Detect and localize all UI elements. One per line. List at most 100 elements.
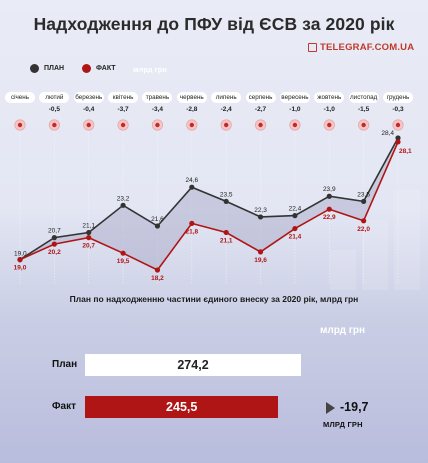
month-marker-icon: [258, 122, 263, 128]
line-chart: 19,0 20,7 21,1 23,2 21,6 24,6 23,5 22,3 22,4 23,9…: [13, 119, 413, 282]
plan-value-label: 22,3: [254, 207, 267, 214]
background-decoration: [362, 220, 388, 290]
brand-text: TELEGRAF.COM.UA: [320, 42, 415, 53]
fact-point: [223, 229, 229, 236]
fact-value-label: 20,2: [48, 249, 61, 256]
plan-bar-value: 274,2: [177, 358, 209, 372]
month-marker-icon: [17, 122, 23, 128]
fact-point: [120, 250, 126, 256]
fact-value-label: 21,8: [185, 228, 198, 235]
fact-point: [395, 139, 401, 145]
brand-icon: [308, 43, 317, 52]
difference-label: -3,4: [151, 106, 164, 113]
month-label: жовтень: [314, 92, 345, 103]
fact-value-label: 22,0: [357, 226, 370, 233]
month-label: січень: [5, 92, 35, 103]
plan-value-label: 19,0: [14, 251, 27, 258]
brand-logo[interactable]: TELEGRAF.COM.UA: [308, 40, 416, 56]
background-decoration: [330, 250, 356, 290]
fact-point: [86, 235, 92, 241]
legend-fact-label: ФАКТ: [96, 65, 116, 72]
month-marker-icon: [223, 122, 229, 128]
plan-point: [326, 193, 332, 199]
difference-label: -2,4: [220, 106, 232, 113]
fact-value-label: 21,4: [289, 234, 302, 241]
plan-point: [292, 213, 298, 219]
plan-row-label: План: [52, 359, 78, 370]
difference-label: -2,8: [186, 106, 198, 113]
summary-subtitle: План по надходженню частини єдиного внес…: [69, 294, 359, 304]
fact-point: [154, 267, 161, 273]
fact-point: [361, 218, 367, 224]
fact-row-label: Факт: [52, 401, 76, 412]
month-label: листопад: [348, 92, 379, 103]
difference-label: -3,7: [117, 106, 129, 113]
plan-point: [86, 229, 92, 236]
unit-label: млрд грн: [133, 65, 167, 74]
month-marker-icon: [120, 122, 126, 128]
month-marker-icon: [189, 122, 195, 128]
fact-line: [19, 141, 399, 272]
fact-value-label: 22,9: [323, 214, 336, 221]
month-label: березень: [73, 92, 104, 103]
plan-value-label: 23,2: [117, 195, 130, 202]
fact-value-label: 28,1: [399, 148, 412, 155]
month-label: лютий: [39, 92, 70, 103]
plan-value-label: 23,9: [323, 186, 336, 193]
fact-point: [189, 220, 195, 227]
month-label: липень: [211, 92, 242, 103]
difference-label: -0,3: [392, 106, 404, 113]
difference-value: -19,7: [340, 400, 369, 414]
plan-point: [395, 135, 401, 141]
difference-label: -2,7: [254, 106, 267, 113]
month-label: червень: [176, 92, 207, 103]
fact-value-label: 20,7: [82, 243, 95, 250]
fact-point: [292, 225, 298, 232]
fact-value-label: 18,2: [151, 275, 164, 282]
month-label: квітень: [108, 92, 139, 103]
month-marker-icon: [86, 122, 91, 128]
plan-point: [120, 202, 126, 208]
month-marker-icon: [292, 122, 298, 128]
triangle-right-icon: [326, 402, 335, 414]
plan-value-label: 23,5: [220, 191, 233, 198]
plan-value-label: 22,4: [289, 206, 302, 213]
fact-point: [51, 241, 57, 247]
fact-value-label: 19,6: [254, 257, 267, 264]
plan-point: [223, 198, 229, 205]
difference-label: -1,0: [289, 106, 301, 113]
plan-point: [51, 235, 57, 241]
background-decoration: [394, 190, 420, 290]
month-marker-icon: [361, 122, 366, 128]
fact-value-label: 19,5: [117, 258, 130, 265]
plan-point: [361, 198, 367, 205]
fact-bar-value: 245,5: [166, 400, 198, 414]
page-title: Надходження до ПФУ від ЄСВ за 2020 рік: [33, 14, 395, 34]
plan-point: [154, 223, 161, 229]
month-marker-icon: [395, 122, 401, 128]
month-label: грудень: [383, 92, 413, 103]
plan-point: [257, 214, 264, 220]
plan-value-label: 20,7: [48, 228, 61, 235]
area-between-series: [20, 138, 398, 270]
plan-value-label: 21,1: [82, 222, 95, 229]
month-marker-icon: [327, 122, 332, 128]
difference-unit: МЛРД ГРН: [323, 420, 363, 429]
month-label: серпень: [245, 92, 276, 103]
plan-bar: 274,2: [85, 354, 301, 376]
plan-value-label: 28,4: [381, 130, 394, 137]
month-marker-icon: [52, 122, 57, 128]
fact-value-label: 21,1: [220, 237, 233, 244]
plan-value-label: 24,6: [185, 177, 198, 184]
plan-value-label: 23,5: [357, 191, 370, 198]
difference-label: -0,5: [48, 106, 60, 113]
plan-point: [189, 184, 195, 190]
summary-unit: млрд грн: [320, 325, 366, 336]
legend-fact-marker: [82, 64, 91, 73]
difference-label: -0,4: [83, 106, 95, 113]
fact-bar: 245,5: [85, 396, 279, 418]
difference-label: -1,5: [358, 106, 370, 113]
legend-plan-marker: [30, 64, 39, 73]
fact-point: [257, 249, 264, 255]
